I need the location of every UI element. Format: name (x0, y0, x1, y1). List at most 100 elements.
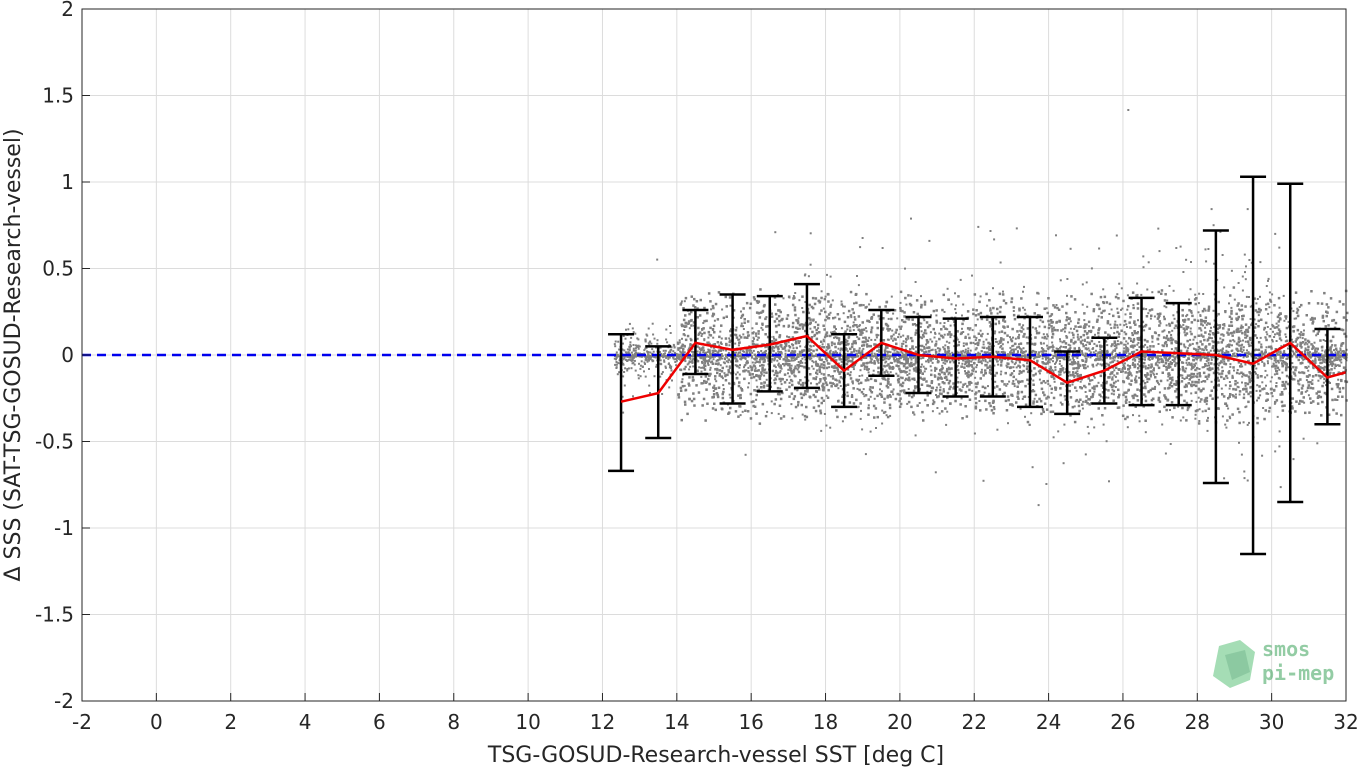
scatter-point (644, 340, 647, 343)
scatter-point (1265, 331, 1268, 334)
scatter-point (794, 331, 797, 334)
scatter-point (930, 349, 933, 352)
scatter-point (1157, 343, 1160, 345)
scatter-point (640, 360, 643, 363)
scatter-point (957, 351, 960, 354)
scatter-point (1189, 330, 1192, 333)
scatter-point (712, 358, 715, 361)
scatter-point (1244, 305, 1247, 308)
scatter-point (709, 356, 712, 360)
scatter-point (1071, 383, 1074, 386)
scatter-point (956, 338, 959, 341)
scatter-point (1199, 400, 1202, 403)
scatter-point (1186, 409, 1189, 412)
scatter-point (1112, 389, 1116, 393)
scatter-point (720, 343, 723, 345)
scatter-point (626, 369, 629, 372)
scatter-point (1109, 373, 1112, 376)
scatter-point (1113, 323, 1117, 326)
scatter-point (1046, 379, 1049, 383)
scatter-point (617, 340, 620, 343)
scatter-point (763, 303, 766, 307)
scatter-point (1188, 354, 1191, 357)
scatter-point (755, 398, 758, 401)
scatter-point (1075, 389, 1078, 392)
scatter-point (1295, 317, 1298, 320)
scatter-point (1143, 374, 1147, 377)
scatter-point (1125, 340, 1128, 343)
scatter-point (902, 362, 905, 365)
scatter-point (1267, 279, 1269, 282)
scatter-point (1301, 357, 1304, 360)
scatter-point (1120, 356, 1123, 359)
scatter-point (905, 352, 908, 355)
scatter-point (696, 337, 699, 340)
scatter-point (646, 355, 649, 358)
scatter-point (746, 348, 749, 351)
scatter-point (1168, 324, 1172, 327)
scatter-point (696, 350, 699, 353)
scatter-point (1341, 386, 1345, 390)
scatter-point (923, 345, 926, 348)
scatter-point (1183, 399, 1186, 403)
scatter-point (1264, 376, 1267, 379)
scatter-point (791, 417, 794, 420)
scatter-point (738, 373, 741, 376)
scatter-point (751, 355, 753, 358)
scatter-point (1295, 366, 1298, 369)
scatter-point (782, 415, 786, 418)
scatter-point (1307, 369, 1310, 372)
scatter-point (873, 397, 876, 400)
scatter-point (705, 354, 708, 356)
scatter-point (1126, 375, 1129, 378)
scatter-point (947, 373, 950, 376)
scatter-point (1110, 327, 1113, 330)
scatter-point (1334, 357, 1337, 360)
scatter-point (1308, 355, 1311, 358)
scatter-point (956, 364, 959, 367)
scatter-point (682, 307, 685, 310)
scatter-point (870, 358, 873, 361)
scatter-point (632, 395, 634, 398)
scatter-point (1116, 324, 1119, 327)
scatter-point (856, 336, 859, 338)
scatter-point (1089, 351, 1092, 354)
scatter-point (1244, 363, 1247, 366)
scatter-point (1322, 359, 1325, 362)
scatter-point (1046, 357, 1049, 360)
scatter-point (968, 352, 971, 355)
scatter-point (746, 360, 749, 363)
scatter-point (1240, 344, 1243, 347)
scatter-point (842, 312, 845, 315)
scatter-point (755, 393, 758, 397)
scatter-point (810, 357, 813, 360)
scatter-point (1268, 291, 1271, 294)
scatter-point (1257, 314, 1260, 317)
scatter-point (889, 395, 892, 398)
scatter-point (1158, 391, 1161, 394)
scatter-point (846, 340, 849, 343)
scatter-point (838, 339, 841, 342)
scatter-point (1059, 401, 1062, 404)
scatter-point (864, 327, 867, 330)
scatter-point (1205, 360, 1208, 363)
scatter-point (1327, 324, 1330, 327)
scatter-point (1120, 329, 1123, 332)
scatter-point (1055, 347, 1058, 350)
scatter-point (1011, 345, 1014, 348)
scatter-point (631, 354, 634, 357)
scatter-point (1076, 370, 1079, 373)
scatter-point (1042, 391, 1045, 394)
scatter-point (923, 303, 927, 306)
scatter-point (617, 362, 620, 365)
scatter-point (1013, 385, 1016, 388)
scatter-point (923, 319, 926, 322)
scatter-point (959, 278, 962, 281)
scatter-point (1054, 368, 1057, 371)
scatter-point (1250, 379, 1253, 382)
scatter-point (1164, 362, 1168, 365)
scatter-point (1099, 399, 1102, 402)
scatter-point (861, 344, 864, 347)
scatter-point (1144, 365, 1147, 368)
scatter-point (1267, 355, 1270, 358)
